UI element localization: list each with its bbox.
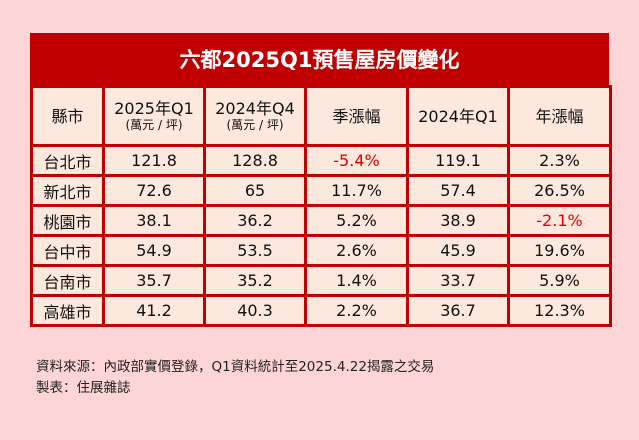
table-row: 新北市 72.6 65 11.7% 57.4 26.5%: [30, 174, 612, 207]
city-cell: 台南市: [30, 264, 105, 297]
table-row: 台北市 121.8 128.8 -5.4% 119.1 2.3%: [30, 144, 612, 177]
header-label: 縣市: [51, 106, 84, 126]
header-cell: 年漲幅: [507, 85, 612, 147]
value-cell: 12.3%: [507, 294, 612, 327]
value-cell: 72.6: [102, 174, 206, 207]
header-label: 2025年Q1: [114, 99, 194, 118]
header-cell: 2024年Q4 (萬元 / 坪): [203, 85, 307, 147]
city-cell: 新北市: [30, 174, 105, 207]
maker-note: 製表：住展雜誌: [36, 380, 131, 396]
value-cell: 119.1: [406, 144, 510, 177]
table-row: 桃園市 38.1 36.2 5.2% 38.9 -2.1%: [30, 204, 612, 237]
header-label: 年漲幅: [535, 106, 584, 126]
table-row: 高雄市 41.2 40.3 2.2% 36.7 12.3%: [30, 294, 612, 327]
city-cell: 桃園市: [30, 204, 105, 237]
value-cell: 1.4%: [304, 264, 409, 297]
value-cell: 45.9: [406, 234, 510, 267]
value-cell: 128.8: [203, 144, 307, 177]
value-cell: 38.9: [406, 204, 510, 237]
city-cell: 台北市: [30, 144, 105, 177]
value-cell: 40.3: [203, 294, 307, 327]
city-cell: 台中市: [30, 234, 105, 267]
value-cell: 2.3%: [507, 144, 612, 177]
value-cell: 2.2%: [304, 294, 409, 327]
value-cell: 36.2: [203, 204, 307, 237]
header-unit: (萬元 / 坪): [125, 118, 183, 132]
price-table: 六都2025Q1預售屋房價變化 縣市 2025年Q1 (萬元 / 坪) 2024年…: [30, 33, 612, 327]
header-cell: 2025年Q1 (萬元 / 坪): [102, 85, 206, 147]
footer: 資料來源：內政部實價登錄，Q1資料統計至2025.4.22揭露之交易 製表：住展…: [36, 357, 434, 399]
header-label: 2024年Q1: [418, 106, 498, 126]
value-cell: 53.5: [203, 234, 307, 267]
source-note: 資料來源：內政部實價登錄，Q1資料統計至2025.4.22揭露之交易: [36, 359, 435, 375]
header-label: 季漲幅: [332, 106, 381, 126]
value-cell: 2.6%: [304, 234, 409, 267]
value-cell: 19.6%: [507, 234, 612, 267]
value-cell: -5.4%: [304, 144, 409, 177]
header-cell: 季漲幅: [304, 85, 409, 147]
header-cell: 2024年Q1: [406, 85, 510, 147]
value-cell: 35.7: [102, 264, 206, 297]
header-label: 2024年Q4: [215, 99, 295, 118]
header-unit: (萬元 / 坪): [226, 118, 284, 132]
value-cell: 26.5%: [507, 174, 612, 207]
value-cell: 11.7%: [304, 174, 409, 207]
value-cell: 65: [203, 174, 307, 207]
value-cell: 57.4: [406, 174, 510, 207]
value-cell: 54.9: [102, 234, 206, 267]
city-cell: 高雄市: [30, 294, 105, 327]
value-cell: 41.2: [102, 294, 206, 327]
table-row: 台中市 54.9 53.5 2.6% 45.9 19.6%: [30, 234, 612, 267]
value-cell: 5.2%: [304, 204, 409, 237]
value-cell: 36.7: [406, 294, 510, 327]
value-cell: 38.1: [102, 204, 206, 237]
value-cell: 5.9%: [507, 264, 612, 297]
header-cell: 縣市: [30, 85, 105, 147]
value-cell: 35.2: [203, 264, 307, 297]
value-cell: 33.7: [406, 264, 510, 297]
value-cell: 121.8: [102, 144, 206, 177]
header-row: 縣市 2025年Q1 (萬元 / 坪) 2024年Q4 (萬元 / 坪) 季漲幅 2…: [30, 85, 612, 147]
table-title: 六都2025Q1預售屋房價變化: [179, 48, 460, 72]
value-cell: -2.1%: [507, 204, 612, 237]
table-row: 台南市 35.7 35.2 1.4% 33.7 5.9%: [30, 264, 612, 297]
